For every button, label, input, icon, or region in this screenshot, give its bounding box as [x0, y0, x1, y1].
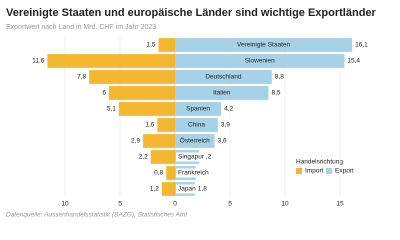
- legend-swatch: [296, 168, 302, 174]
- label-background: [176, 168, 211, 178]
- value-label: 6: [102, 90, 106, 97]
- bar: [150, 150, 175, 164]
- legend-title: Handelsrichtung: [296, 159, 343, 166]
- x-tick-label: 5: [118, 201, 122, 208]
- bar: [143, 134, 175, 148]
- bar: [109, 86, 175, 100]
- category-label: Spanien: [186, 106, 210, 113]
- source: Datenquelle: Aussenhandelsstatistik (BAZ…: [6, 212, 188, 219]
- bar: [175, 86, 269, 100]
- value-label: 0,8: [154, 170, 163, 177]
- category-label: Slowenien: [245, 58, 275, 65]
- chart-title: Vereinigte Staaten und europäische Lände…: [6, 7, 377, 19]
- bar: [175, 38, 353, 52]
- value-label: 2,2: [202, 154, 211, 161]
- bar: [118, 102, 175, 116]
- value-label: 15,4: [347, 58, 360, 65]
- legend-label: Export: [335, 168, 354, 175]
- bar: [175, 70, 272, 84]
- value-label: 3,6: [218, 138, 227, 145]
- category-label: Frankreich: [178, 170, 209, 177]
- category-label: Deutschland: [205, 74, 242, 81]
- x-tick-label: 0: [173, 201, 177, 208]
- category-label: China: [188, 122, 205, 129]
- label-background: [176, 184, 198, 194]
- page: Vereinigte Staaten und europäische Lände…: [6, 6, 377, 219]
- value-label: 2,9: [131, 138, 140, 145]
- chart-subtitle: Exportwert nach Land in Mrd. CHF im Jahr…: [6, 24, 156, 31]
- bar: [166, 166, 175, 180]
- value-label: 7,8: [77, 74, 86, 81]
- bar: [175, 134, 215, 148]
- x-tick-label: 10: [61, 201, 69, 208]
- bar: [175, 54, 345, 68]
- legend-label: Import: [305, 168, 324, 175]
- value-label: 1,6: [145, 122, 154, 129]
- bar: [175, 102, 222, 116]
- value-label: 3,9: [221, 122, 230, 129]
- value-label: 1,5: [146, 42, 155, 49]
- bar: [47, 54, 175, 68]
- value-label: 1,8: [198, 186, 207, 193]
- value-label: 2,2: [139, 154, 148, 161]
- category-label: Österreich: [180, 137, 210, 145]
- chart: Vereinigte Staaten und europäische Lände…: [6, 7, 377, 219]
- category-label: Vereinigte Staaten: [237, 42, 291, 49]
- value-label: 16,1: [355, 42, 368, 49]
- value-label: 8,8: [275, 74, 284, 81]
- value-label: 4,2: [224, 106, 233, 113]
- x-tick-label: 5: [228, 201, 232, 208]
- category-label: Japan: [178, 186, 196, 193]
- bar: [158, 38, 175, 52]
- bar: [89, 70, 175, 84]
- category-label: Singapur: [178, 154, 205, 161]
- bar: [175, 118, 218, 132]
- value-label: 1,2: [150, 186, 159, 193]
- category-label: Italien: [213, 90, 231, 97]
- bar: [161, 182, 175, 196]
- value-label: 5,1: [107, 106, 116, 113]
- legend-swatch: [326, 168, 332, 174]
- x-tick-label: 15: [336, 201, 344, 208]
- bar: [157, 118, 175, 132]
- x-tick-label: 10: [281, 201, 289, 208]
- value-label: 8,5: [272, 90, 281, 97]
- value-label: 11,6: [32, 58, 45, 65]
- label-background: [176, 152, 207, 162]
